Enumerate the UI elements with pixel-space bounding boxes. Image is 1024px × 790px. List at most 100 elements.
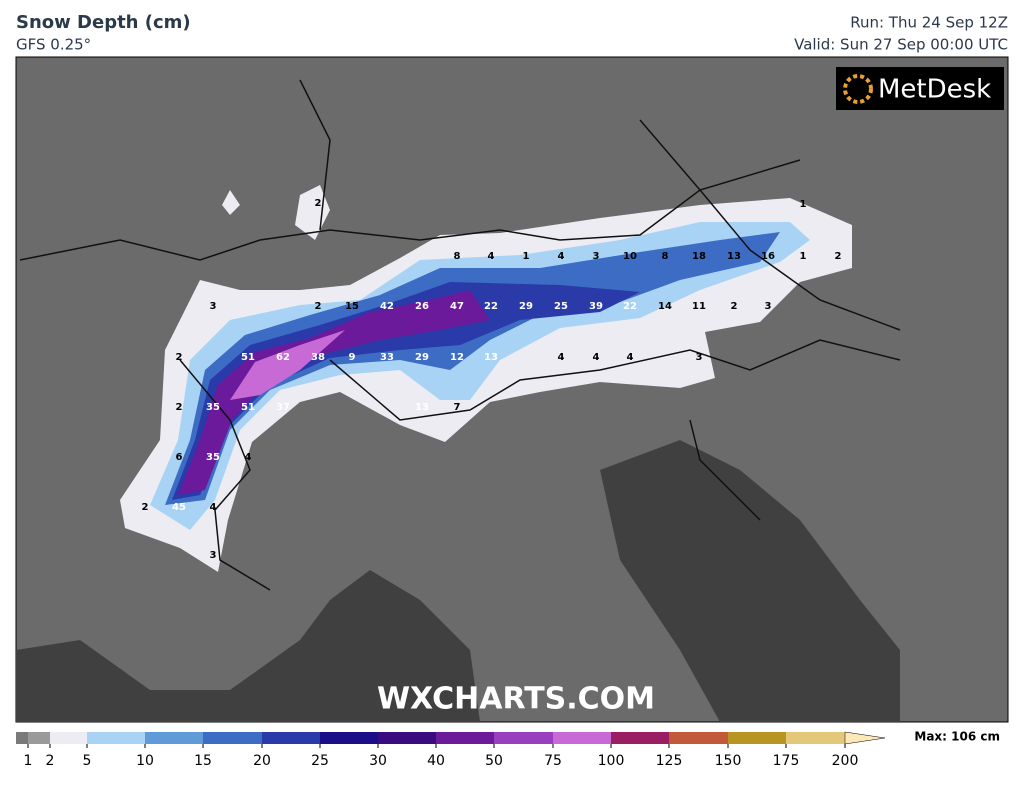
snow-depth-label: 15 [345, 301, 359, 312]
colorbar-bin [494, 732, 553, 744]
colorbar-bin [87, 732, 145, 744]
snow-depth-label: 1 [800, 251, 807, 262]
snow-depth-label: 4 [558, 352, 565, 363]
colorbar: 1 2 5 10 15 20 25 30 40 50 75 100 125 150 175 200 [16, 731, 886, 769]
snow-depth-label: 12 [450, 352, 464, 363]
snow-depth-label: 4 [593, 352, 600, 363]
snow-depth-label: 22 [623, 301, 637, 312]
snow-depth-label: 6 [176, 452, 183, 463]
colorbar-bin [669, 732, 728, 744]
colorbar-bin [203, 732, 262, 744]
snow-depth-label: 3 [210, 301, 217, 312]
colorbar-tick-label: 40 [427, 753, 445, 769]
colorbar-bin [786, 732, 845, 744]
colorbar-bin [145, 732, 203, 744]
snow-depth-label: 51 [241, 352, 255, 363]
snow-depth-label: 62 [276, 352, 290, 363]
watermark: WXCHARTS.COM [377, 682, 655, 717]
snow-depth-label: 1 [523, 251, 530, 262]
colorbar-bin [262, 732, 320, 744]
colorbar-bin [728, 732, 786, 744]
map [15, 56, 1009, 723]
snow-depth-label: 4 [558, 251, 565, 262]
snow-depth-label: 29 [415, 352, 429, 363]
colorbar-low [16, 732, 28, 744]
snow-depth-label: 39 [589, 301, 603, 312]
colorbar-bin [378, 732, 436, 744]
snow-depth-label: 47 [450, 301, 464, 312]
colorbar-tick-label: 15 [194, 753, 212, 769]
snow-depth-label: 35 [206, 452, 220, 463]
snow-depth-label: 4 [488, 251, 495, 262]
snow-depth-label: 45 [172, 502, 186, 513]
colorbar-tick-label: 5 [83, 753, 92, 769]
snow-depth-label: 25 [554, 301, 568, 312]
snow-depth-label: 11 [692, 301, 706, 312]
snow-depth-label: 22 [484, 301, 498, 312]
snow-depth-label: 3 [696, 352, 703, 363]
snow-depth-label: 3 [593, 251, 600, 262]
colorbar-tick-label: 200 [832, 753, 859, 769]
colorbar-tick-label: 150 [715, 753, 742, 769]
snow-depth-label: 8 [454, 251, 461, 262]
colorbar-bin [611, 732, 669, 744]
snow-depth-label: 10 [623, 251, 637, 262]
snow-depth-label: 29 [519, 301, 533, 312]
snow-depth-label: 33 [380, 352, 394, 363]
logo-text: MetDesk [878, 75, 991, 105]
colorbar-tick-label: 1 [24, 753, 33, 769]
colorbar-tick-label: 20 [253, 753, 271, 769]
colorbar-tick-label: 175 [773, 753, 800, 769]
snow-depth-label: 2 [315, 301, 322, 312]
snow-depth-label: 1 [800, 199, 807, 210]
logo-box [836, 67, 1004, 110]
snow-depth-label: 3 [210, 550, 217, 561]
snow-depth-label: 13 [727, 251, 741, 262]
snow-depth-label: 3 [765, 301, 772, 312]
valid: Valid: Sun 27 Sep 00:00 UTC [794, 36, 1008, 54]
colorbar-tick-label: 100 [598, 753, 625, 769]
colorbar-tick-label: 2 [46, 753, 55, 769]
colorbar-bin [50, 732, 87, 744]
snow-depth-label: 4 [627, 352, 634, 363]
map-labels: 2 18 4 1 4 3 10 8 18 13 16 1 23 2 15 42 26 47 22 29 25 39 22 14… [142, 198, 842, 561]
snow-depth-label: 14 [658, 301, 672, 312]
snow-depth-label: 37 [276, 402, 290, 413]
snow-depth-label: 51 [241, 402, 255, 413]
snow-depth-label: 38 [311, 352, 325, 363]
colorbar-bin [553, 732, 611, 744]
logo-icon [843, 74, 873, 104]
colorbar-bin [28, 732, 50, 744]
snow-depth-label: 2 [142, 502, 149, 513]
title: Snow Depth (cm) [16, 12, 191, 33]
snow-depth-label: 2 [176, 352, 183, 363]
colorbar-bin [436, 732, 494, 744]
max-label: Max: 106 cm [914, 730, 1000, 744]
snow-depth-label: 2 [731, 301, 738, 312]
snow-depth-label: 16 [761, 251, 775, 262]
snow-depth-label: 4 [245, 452, 252, 463]
snow-depth-label: 2 [835, 251, 842, 262]
snow-depth-label: 42 [380, 301, 394, 312]
colorbar-arrow [844, 731, 886, 745]
snow-depth-label: 9 [349, 352, 356, 363]
colorbar-bin [320, 732, 378, 744]
run: Run: Thu 24 Sep 12Z [850, 14, 1008, 32]
snow-depth-label: 13 [415, 402, 429, 413]
snow-depth-label: 8 [662, 251, 669, 262]
colorbar-tick-label: 30 [369, 753, 387, 769]
snow-depth-label: 18 [692, 251, 706, 262]
snow-depth-label: 7 [454, 402, 461, 413]
colorbar-tick-label: 75 [544, 753, 562, 769]
colorbar-tick-label: 25 [311, 753, 329, 769]
snow-depth-label: 35 [206, 402, 220, 413]
subtitle: GFS 0.25° [16, 36, 91, 54]
colorbar-tick-label: 10 [136, 753, 154, 769]
colorbar-tick-label: 50 [485, 753, 503, 769]
snow-depth-label: 2 [176, 402, 183, 413]
snow-depth-label: 2 [315, 198, 322, 209]
snow-depth-label: 4 [210, 502, 217, 513]
colorbar-tick-label: 125 [656, 753, 683, 769]
snow-depth-label: 13 [484, 352, 498, 363]
